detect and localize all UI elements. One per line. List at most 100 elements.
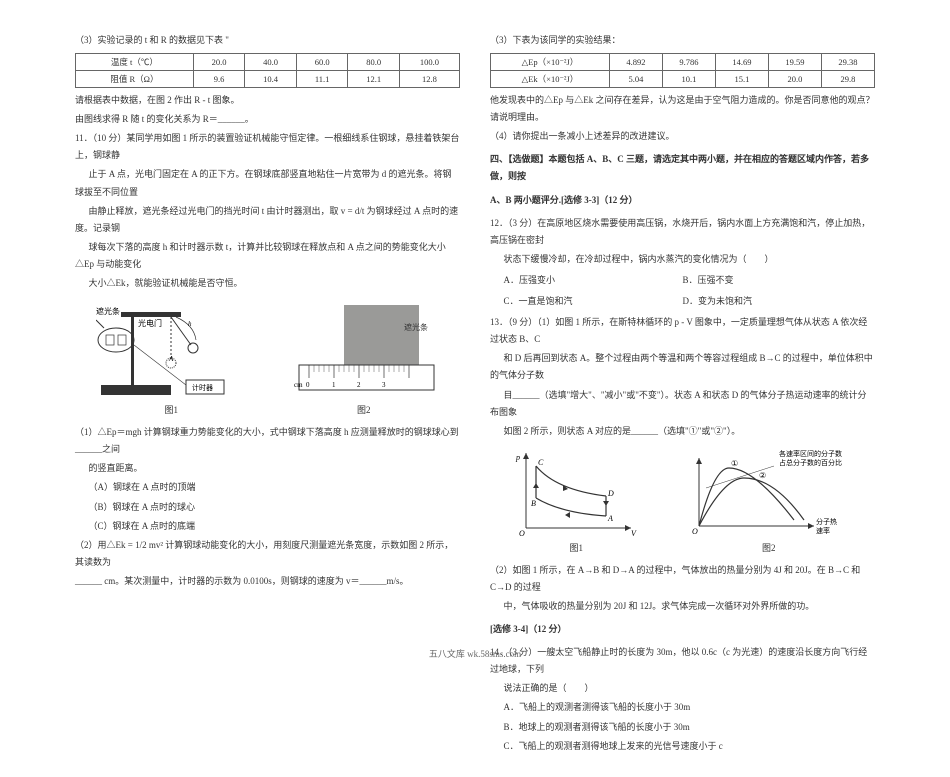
option-c: （C）钢球在 A 点时的底端	[75, 518, 460, 535]
cell: △Ep（×10⁻²J）	[491, 54, 610, 71]
svg-text:h: h	[188, 320, 192, 328]
cell: 12.1	[348, 71, 400, 88]
q14-opt-a: A．飞船上的观测者测得该飞船的长度小于 30m	[490, 699, 875, 716]
q14-opt-b: B．地球上的观测者测得该飞船的长度小于 30m	[490, 719, 875, 736]
sub1-text: （1）△Ep＝mgh 计算钢球重力势能变化的大小，式中钢球下落高度 h 应测量释…	[75, 424, 460, 458]
cell: 20.0	[768, 71, 821, 88]
q12-opt-a: A．压强变小	[490, 272, 683, 289]
cell: 15.1	[715, 71, 768, 88]
table-row: 阻值 R（Ω） 9.6 10.4 11.1 12.1 12.8	[76, 71, 460, 88]
section-34-title: [选修 3-4]（12 分）	[490, 621, 875, 638]
svg-text:A: A	[607, 514, 613, 523]
q13-text: 目______（选填"增大"、"减小"或"不变"）。状态 A 和状态 D 的气体…	[490, 387, 875, 421]
svg-text:遮光条: 遮光条	[96, 306, 120, 316]
cell: 19.59	[768, 54, 821, 71]
option-a: （A）钢球在 A 点时的顶端	[75, 479, 460, 496]
svg-text:①: ①	[731, 459, 738, 468]
pv-diagram: p V O C D B A	[511, 448, 641, 538]
svg-text:3: 3	[382, 381, 386, 389]
q13f-text: 中，气体吸收的热量分别为 20J 和 12J。求气体完成一次循环对外界所做的功。	[490, 598, 875, 615]
cell: 29.38	[821, 54, 874, 71]
q12-text: 12．（3 分）在高原地区烧水需要使用高压锅，水烧开后，锅内水面上方充满饱和汽，…	[490, 215, 875, 249]
svg-text:C: C	[538, 458, 544, 467]
q13-text: 和 D 后再回到状态 A。整个过程由两个等温和两个等容过程组成 B→C 的过程中…	[490, 350, 875, 384]
q12-opt-d: D．变为未饱和汽	[683, 293, 876, 310]
svg-text:p: p	[515, 453, 520, 462]
q11-text: 大小△Ek，就能验证机械能是否守恒。	[75, 275, 460, 292]
text-line: 由图线求得 R 随 t 的变化关系为 R＝______。	[75, 111, 460, 128]
q11-text: 止于 A 点，光电门固定在 A 的正下方。在钢球底部竖直地粘住一片宽带为 d 的…	[75, 166, 460, 200]
figure-r2: O ① ② 各速率区间的分子数 占总分子数的百分比 分子热 速率 图2	[684, 448, 854, 554]
svg-text:2: 2	[357, 381, 361, 389]
text-line: （4）请你提出一条减小上述差异的改进建议。	[490, 128, 875, 145]
q11-text: 球每次下落的高度 h 和计时器示数 t，计算并比较钢球在释放点和 A 点之间的势…	[75, 239, 460, 273]
svg-text:0: 0	[306, 381, 310, 389]
svg-text:各速率区间的分子数: 各速率区间的分子数	[779, 449, 842, 458]
q12-text: 状态下缓慢冷却，在冷却过程中，锅内水蒸汽的变化情况为（ ）	[490, 251, 875, 268]
ruler-diagram: 遮光条 0 cm	[289, 300, 439, 400]
svg-text:计时器: 计时器	[192, 383, 213, 392]
svg-text:②: ②	[759, 471, 766, 480]
q14-text: 说法正确的是（ ）	[490, 680, 875, 697]
table-1: 温度 t（℃） 20.0 40.0 60.0 80.0 100.0 阻值 R（Ω…	[75, 53, 460, 88]
cell: 4.892	[609, 54, 662, 71]
cell: 11.1	[296, 71, 348, 88]
svg-text:V: V	[631, 529, 637, 538]
svg-text:A: A	[168, 355, 174, 363]
cell: 60.0	[296, 54, 348, 71]
cell: 20.0	[193, 54, 245, 71]
svg-text:光电门: 光电门	[138, 318, 162, 328]
fig-r1-label: 图1	[511, 541, 641, 554]
option-b: （B）钢球在 A 点时的球心	[75, 499, 460, 516]
cell: 12.8	[399, 71, 459, 88]
sub2-text: （2）用△Ek = 1/2 mv² 计算钢球动能变化的大小，用刻度尺测量遮光条宽…	[75, 537, 460, 571]
svg-text:遮光条: 遮光条	[404, 322, 428, 332]
cell: 阻值 R（Ω）	[76, 71, 194, 88]
svg-text:1: 1	[332, 381, 336, 389]
table-row: △Ep（×10⁻²J） 4.892 9.786 14.69 19.59 29.3…	[491, 54, 875, 71]
sub1b-text: 的竖直距离。	[75, 460, 460, 477]
fig2-label: 图2	[289, 403, 439, 416]
cell: 9.6	[193, 71, 245, 88]
figure-r1: p V O C D B A 图1	[511, 448, 641, 554]
cell: 14.69	[715, 54, 768, 71]
cell: 100.0	[399, 54, 459, 71]
cell: 10.1	[662, 71, 715, 88]
q13-text: 13．（9 分）（1）如图 1 所示，在斯特林循环的 p - V 图象中，一定质…	[490, 314, 875, 348]
svg-text:cm: cm	[294, 381, 303, 389]
q13-text: 如图 2 所示，则状态 A 对应的是______（选填"①"或"②"）。	[490, 423, 875, 440]
figure-1: A 计时器 h 遮光条 光电门 图1	[96, 300, 246, 416]
distribution-diagram: O ① ② 各速率区间的分子数 占总分子数的百分比 分子热 速率	[684, 448, 854, 538]
svg-text:O: O	[692, 527, 698, 536]
svg-text:分子热: 分子热	[816, 517, 837, 526]
svg-text:B: B	[531, 499, 536, 508]
fig1-label: 图1	[96, 403, 246, 416]
table-row: 温度 t（℃） 20.0 40.0 60.0 80.0 100.0	[76, 54, 460, 71]
table-row: △Ek（×10⁻²J） 5.04 10.1 15.1 20.0 29.8	[491, 71, 875, 88]
apparatus-diagram: A 计时器 h 遮光条 光电门	[96, 300, 246, 400]
q13e-text: （2）如图 1 所示，在 A→B 和 D→A 的过程中，气体放出的热量分别为 4…	[490, 562, 875, 596]
svg-text:速率: 速率	[816, 526, 830, 535]
section-4b-title: A、B 两小题评分.[选修 3-3]（12 分）	[490, 192, 875, 209]
q3-intro: （3）实验记录的 t 和 R 的数据见下表 "	[75, 32, 460, 49]
footer-text: 五八文库 wk.58sms.com	[0, 647, 950, 660]
text-line: 请根据表中数据，在图 2 作出 R - t 图象。	[75, 92, 460, 109]
text-line: 他发现表中的△Ep 与△Ek 之间存在差异，认为这是由于空气阻力造成的。你是否同…	[490, 92, 875, 126]
q3r-text: （3）下表为该同学的实验结果：	[490, 32, 875, 49]
svg-text:D: D	[607, 489, 614, 498]
cell: 温度 t（℃）	[76, 54, 194, 71]
q12-opt-b: B．压强不变	[683, 272, 876, 289]
q14-opt-c: C．飞船上的观测者测得地球上发来的光信号速度小于 c	[490, 738, 875, 755]
q12-opt-c: C．一直是饱和汽	[490, 293, 683, 310]
cell: △Ek（×10⁻²J）	[491, 71, 610, 88]
fig-r2-label: 图2	[684, 541, 854, 554]
cell: 40.0	[245, 54, 297, 71]
cell: 9.786	[662, 54, 715, 71]
sub2b-text: ______ cm。某次测量中，计时器的示数为 0.0100s，则钢球的速度为 …	[75, 573, 460, 590]
cell: 29.8	[821, 71, 874, 88]
cell: 80.0	[348, 54, 400, 71]
section-4-title: 四、【选做题】本题包括 A、B、C 三题，请选定其中两小题，并在相应的答题区域内…	[490, 151, 875, 185]
cell: 5.04	[609, 71, 662, 88]
q11-text: 由静止释放，遮光条经过光电门的挡光时间 t 由计时器测出，取 v = d/t 为…	[75, 203, 460, 237]
svg-text:占总分子数的百分比: 占总分子数的百分比	[779, 458, 842, 467]
